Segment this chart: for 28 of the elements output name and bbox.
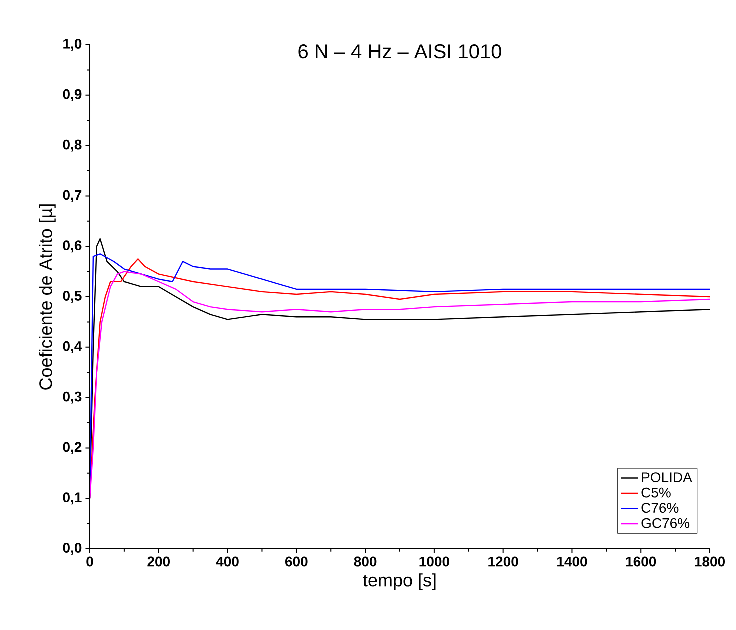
x-tick-label: 1800 <box>695 556 725 567</box>
y-tick-label: 0,1 <box>63 492 82 505</box>
legend-label: C5% <box>642 488 671 498</box>
y-axis-title: Coeficiente de Atrito [µ] <box>39 204 56 390</box>
x-tick-label: 800 <box>354 556 377 567</box>
x-tick-label: 1400 <box>558 556 588 567</box>
y-tick-label: 0,9 <box>63 89 82 102</box>
y-tick-label: 0,7 <box>63 190 82 202</box>
y-tick-label: 0,2 <box>63 442 82 454</box>
y-tick-label: 0,6 <box>63 240 82 253</box>
y-tick-label: 0,3 <box>63 392 82 404</box>
legend-label: C76% <box>642 503 679 514</box>
x-tick-label: 1600 <box>626 556 656 567</box>
y-tick-label: 0,0 <box>63 543 82 555</box>
x-tick-label: 400 <box>216 556 239 567</box>
y-tick-label: 0,8 <box>63 140 82 152</box>
x-tick-label: 1000 <box>420 556 450 567</box>
legend-label: POLIDA <box>642 472 692 482</box>
x-tick-label: 0 <box>86 556 94 567</box>
x-tick-label: 200 <box>148 556 170 567</box>
y-tick-label: 0,4 <box>63 341 82 354</box>
legend-label: GC76% <box>642 518 690 528</box>
chart-title: 6 N – 4 Hz – AISI 1010 <box>298 44 502 59</box>
x-tick-label: 1200 <box>488 556 518 567</box>
y-tick-label: 0,5 <box>63 291 82 303</box>
x-axis-title: tempo [s] <box>363 574 436 590</box>
y-tick-label: 1,0 <box>64 39 82 51</box>
x-tick-label: 600 <box>286 556 308 567</box>
